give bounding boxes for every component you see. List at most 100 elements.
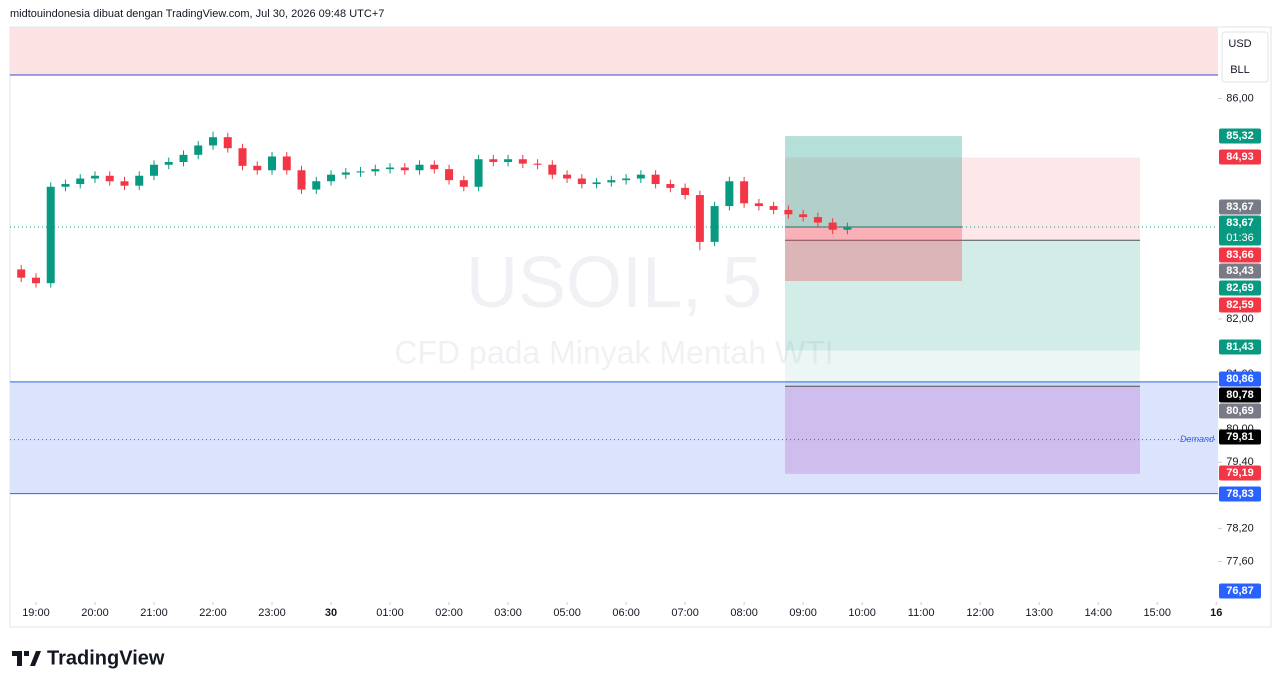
candle-body <box>651 174 660 185</box>
candle-body <box>754 203 763 207</box>
candle-body <box>17 269 26 278</box>
candle-body <box>282 156 291 171</box>
candle <box>548 160 557 180</box>
x-tick-label: 07:00 <box>671 607 699 619</box>
x-tick-label: 01:00 <box>376 607 404 619</box>
candle <box>61 179 70 192</box>
candle <box>828 218 837 235</box>
candle <box>710 201 719 247</box>
candle-body <box>828 222 837 230</box>
price-badge <box>1219 280 1261 296</box>
candle-body <box>194 145 203 155</box>
unit-box[interactable] <box>1221 31 1269 83</box>
price-badge-label: 83,43 <box>1226 265 1254 277</box>
candle-body <box>164 161 173 165</box>
candle <box>666 179 675 193</box>
candle-body <box>577 178 586 185</box>
price-badge-label: 82,69 <box>1226 282 1254 294</box>
candle <box>430 160 439 174</box>
position-box <box>785 240 1140 351</box>
price-badge-label: 84,93 <box>1226 151 1254 163</box>
x-tick-label: 20:00 <box>81 607 109 619</box>
candle <box>813 212 822 227</box>
candle-body <box>563 174 572 179</box>
candle-body <box>31 277 40 284</box>
price-badge <box>1219 486 1261 502</box>
attribution: midtouindonesia dibuat dengan TradingVie… <box>10 8 384 20</box>
candle <box>17 265 26 283</box>
unit[interactable]: BLL <box>1230 64 1250 76</box>
price-badge-label: 80,86 <box>1226 373 1254 385</box>
candle-body <box>445 169 454 181</box>
candle <box>592 177 601 189</box>
candle <box>754 198 763 211</box>
candle <box>681 183 690 200</box>
candle-body <box>297 170 306 190</box>
candle-body <box>666 184 675 188</box>
candle <box>297 165 306 194</box>
candle <box>695 190 704 251</box>
candle-body <box>489 159 498 162</box>
position-box <box>785 226 962 281</box>
candle <box>149 160 158 181</box>
candle <box>489 154 498 167</box>
candle <box>740 176 749 208</box>
candle <box>341 168 350 180</box>
candle-body <box>135 175 144 186</box>
candle-body <box>548 164 557 175</box>
price-badge-label: 85,32 <box>1226 130 1254 142</box>
price-badge <box>1219 247 1261 263</box>
candle <box>504 154 513 167</box>
price-badge <box>1219 297 1261 313</box>
x-tick-label: 21:00 <box>140 607 168 619</box>
candle <box>577 174 586 189</box>
price-badge <box>1219 371 1261 387</box>
logo-text: TradingView <box>47 647 165 669</box>
candle-body <box>327 174 336 182</box>
x-tick-label: 15:00 <box>1143 607 1171 619</box>
candle-body <box>681 187 690 196</box>
candle-body <box>223 137 232 149</box>
price-badge-label: 83,67 <box>1226 201 1254 213</box>
candle-body <box>636 174 645 179</box>
price-badge-label: 78,83 <box>1226 488 1254 500</box>
candle-body <box>784 209 793 215</box>
watermark: USOIL, 5 <box>466 243 762 323</box>
position-box <box>785 350 1140 387</box>
candle <box>209 131 218 150</box>
x-tick-label: 02:00 <box>435 607 463 619</box>
candle <box>445 164 454 185</box>
demand-zone <box>10 381 1218 494</box>
candle-body <box>46 186 55 284</box>
x-tick-label: 19:00 <box>22 607 50 619</box>
candle-body <box>253 165 262 171</box>
drawings: USOIL, 5 CFD pada Minyak Mentah WTI Demand <box>10 136 1218 495</box>
candle <box>769 201 778 215</box>
candle <box>179 150 188 167</box>
candle <box>607 175 616 187</box>
candle <box>563 170 572 183</box>
price-badge-label: 76,87 <box>1226 585 1254 597</box>
candle-body <box>90 175 99 179</box>
candle-body <box>695 195 704 242</box>
candle-body <box>740 181 749 204</box>
price-badge <box>1219 215 1261 246</box>
candle-body <box>710 206 719 242</box>
y-tick-label: 79,40 <box>1226 456 1254 468</box>
candle-body <box>120 181 129 186</box>
candle-body <box>459 180 468 187</box>
candle-body <box>371 169 380 172</box>
price-badge <box>1219 429 1261 445</box>
x-tick-label: 05:00 <box>553 607 581 619</box>
candle-body <box>769 206 778 210</box>
currency[interactable]: USD <box>1228 38 1251 50</box>
candle-body <box>430 164 439 170</box>
candle <box>415 160 424 175</box>
candle <box>76 174 85 189</box>
candle <box>356 166 365 177</box>
candle <box>459 175 468 192</box>
candle <box>622 174 631 185</box>
position-box <box>785 136 962 227</box>
candle-body <box>415 164 424 171</box>
